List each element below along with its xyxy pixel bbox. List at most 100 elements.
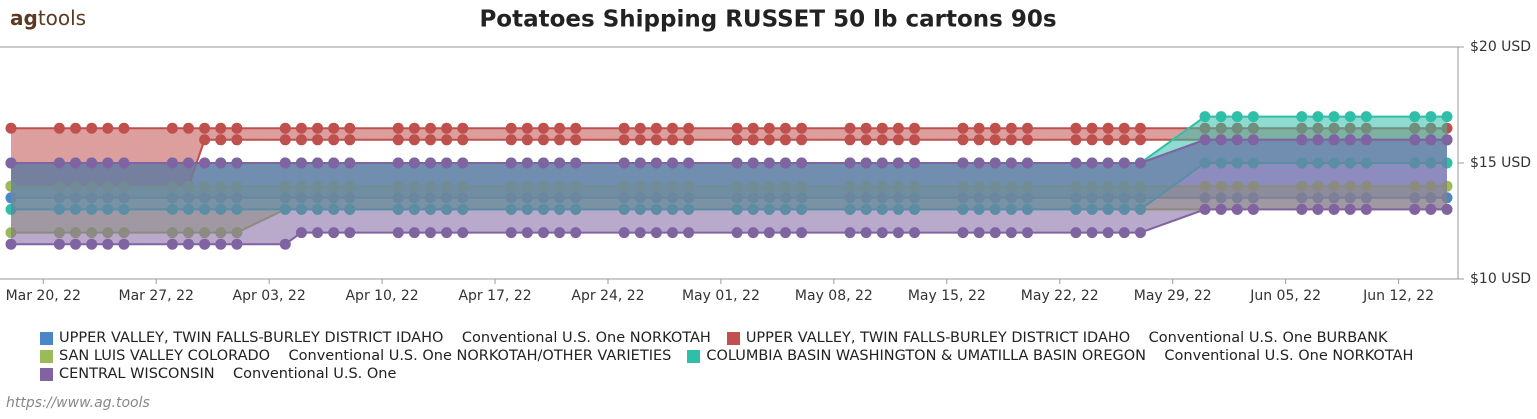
- point-marker: [763, 157, 775, 169]
- point-marker: [892, 227, 904, 239]
- legend-label: UPPER VALLEY, TWIN FALLS-BURLEY DISTRICT…: [59, 330, 711, 346]
- point-marker: [1312, 203, 1324, 215]
- footer: https://www.ag.tools: [6, 395, 150, 411]
- point-marker: [344, 134, 356, 146]
- point-marker: [909, 122, 921, 134]
- point-marker: [521, 157, 533, 169]
- point-marker: [1328, 111, 1340, 123]
- point-marker: [683, 157, 695, 169]
- point-marker: [86, 122, 98, 134]
- point-marker: [876, 227, 888, 239]
- point-marker: [618, 134, 630, 146]
- point-marker: [1021, 157, 1033, 169]
- legend-item[interactable]: UPPER VALLEY, TWIN FALLS-BURLEY DISTRICT…: [40, 330, 711, 346]
- point-marker: [570, 157, 582, 169]
- point-marker: [392, 157, 404, 169]
- y-tick-label: $15 USD: [1470, 155, 1531, 171]
- point-marker: [973, 227, 985, 239]
- point-marker: [634, 157, 646, 169]
- point-marker: [1070, 227, 1082, 239]
- legend-item[interactable]: SAN LUIS VALLEY COLORADO Conventional U.…: [40, 348, 671, 364]
- point-marker: [1360, 203, 1372, 215]
- point-marker: [344, 157, 356, 169]
- point-marker: [344, 227, 356, 239]
- point-marker: [860, 157, 872, 169]
- point-marker: [279, 122, 291, 134]
- point-marker: [1005, 227, 1017, 239]
- x-tick-label: May 08, 22: [795, 288, 873, 304]
- point-marker: [618, 227, 630, 239]
- point-marker: [1296, 134, 1308, 146]
- legend-swatch: [40, 349, 53, 363]
- point-marker: [1134, 134, 1146, 146]
- point-marker: [215, 122, 227, 134]
- point-marker: [118, 238, 130, 250]
- point-marker: [215, 134, 227, 146]
- point-marker: [1344, 111, 1356, 123]
- point-marker: [295, 157, 307, 169]
- point-marker: [876, 134, 888, 146]
- point-marker: [554, 122, 566, 134]
- point-marker: [909, 157, 921, 169]
- point-marker: [957, 122, 969, 134]
- point-marker: [1409, 134, 1421, 146]
- point-marker: [667, 227, 679, 239]
- point-marker: [166, 122, 178, 134]
- chart: Potatoes Shipping RUSSET 50 lb cartons 9…: [0, 7, 1531, 304]
- point-marker: [1344, 134, 1356, 146]
- y-tick-label: $20 USD: [1470, 39, 1531, 55]
- point-marker: [505, 157, 517, 169]
- point-marker: [1425, 134, 1437, 146]
- point-marker: [876, 157, 888, 169]
- point-marker: [909, 227, 921, 239]
- point-marker: [537, 134, 549, 146]
- point-marker: [1247, 134, 1259, 146]
- point-marker: [231, 134, 243, 146]
- point-marker: [860, 227, 872, 239]
- point-marker: [570, 122, 582, 134]
- point-marker: [570, 227, 582, 239]
- point-marker: [1070, 134, 1082, 146]
- point-marker: [844, 157, 856, 169]
- legend-item[interactable]: COLUMBIA BASIN WASHINGTON & UMATILLA BAS…: [687, 348, 1413, 364]
- point-marker: [747, 134, 759, 146]
- point-marker: [295, 122, 307, 134]
- point-marker: [1134, 157, 1146, 169]
- point-marker: [53, 157, 65, 169]
- point-marker: [1199, 111, 1211, 123]
- point-marker: [1441, 111, 1453, 123]
- point-marker: [1409, 203, 1421, 215]
- point-marker: [844, 227, 856, 239]
- x-tick-label: Jun 12, 22: [1362, 288, 1434, 304]
- legend-label: UPPER VALLEY, TWIN FALLS-BURLEY DISTRICT…: [745, 330, 1388, 346]
- point-marker: [957, 227, 969, 239]
- point-marker: [650, 122, 662, 134]
- point-marker: [634, 122, 646, 134]
- y-tick-label: $10 USD: [1470, 271, 1531, 287]
- point-marker: [989, 122, 1001, 134]
- point-marker: [1296, 111, 1308, 123]
- point-marker: [1199, 134, 1211, 146]
- point-marker: [554, 134, 566, 146]
- point-marker: [505, 122, 517, 134]
- legend-swatch: [726, 331, 740, 345]
- point-marker: [731, 157, 743, 169]
- point-marker: [102, 122, 114, 134]
- logo-bold: ag: [10, 6, 38, 30]
- point-marker: [392, 227, 404, 239]
- point-marker: [1231, 111, 1243, 123]
- point-marker: [683, 122, 695, 134]
- point-marker: [1118, 122, 1130, 134]
- point-marker: [1425, 203, 1437, 215]
- point-marker: [747, 157, 759, 169]
- point-marker: [731, 134, 743, 146]
- point-marker: [1296, 203, 1308, 215]
- legend-swatch: [687, 349, 701, 363]
- point-marker: [1005, 157, 1017, 169]
- legend-item[interactable]: UPPER VALLEY, TWIN FALLS-BURLEY DISTRICT…: [726, 330, 1388, 346]
- legend-item[interactable]: CENTRAL WISCONSIN Conventional U.S. One: [40, 366, 396, 382]
- point-marker: [731, 227, 743, 239]
- point-marker: [441, 157, 453, 169]
- x-tick-label: May 29, 22: [1134, 288, 1212, 304]
